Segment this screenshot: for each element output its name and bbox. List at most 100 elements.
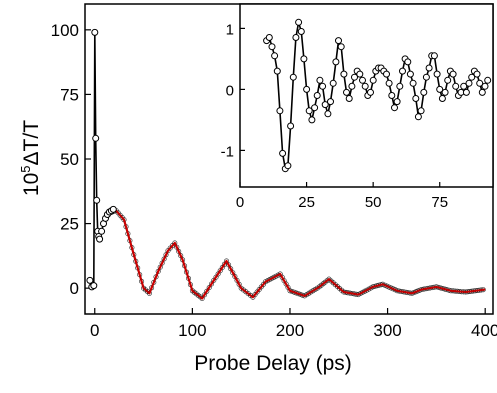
series-point <box>465 79 473 87</box>
series-line <box>89 32 114 289</box>
inset-x-tick-label: 25 <box>298 194 315 211</box>
series-point <box>313 92 321 99</box>
series-point <box>337 43 345 51</box>
series-point <box>417 107 425 115</box>
series-point <box>481 82 489 90</box>
main-x-tick-label: 0 <box>90 321 99 340</box>
inset-x-ticks: 0 25 50 75 <box>236 182 448 211</box>
inset-y-tick-label: -1 <box>221 143 234 160</box>
series-point <box>268 43 276 51</box>
series-point <box>311 104 319 112</box>
fit-line-overlay <box>109 209 486 300</box>
series-point <box>473 70 481 78</box>
series-point <box>430 52 438 60</box>
series-point <box>271 52 279 60</box>
series-point <box>273 67 281 75</box>
series-point <box>86 276 94 284</box>
series-point <box>98 227 106 235</box>
series-point <box>109 205 117 213</box>
inset-y-ticks: -1 0 1 <box>221 21 245 160</box>
inset-x-tick-label: 0 <box>236 194 244 211</box>
series-point <box>412 95 420 102</box>
series-point <box>414 113 422 121</box>
fit-data-point <box>176 248 182 254</box>
fit-data-point <box>209 281 215 287</box>
series-point <box>319 82 327 90</box>
series-point <box>324 110 332 118</box>
fit-data-point <box>202 292 208 298</box>
series-point <box>327 98 334 106</box>
series-point <box>444 76 452 84</box>
fit-data-point <box>224 258 230 264</box>
main-x-tick-label: 100 <box>178 321 206 340</box>
inset-y-tick-label: 0 <box>226 82 234 99</box>
fit-data-point <box>232 273 238 279</box>
fit-data-point <box>199 295 205 301</box>
series-point <box>340 70 348 78</box>
fit-data-point <box>172 240 178 246</box>
series-point <box>406 70 414 78</box>
series-point <box>438 95 446 102</box>
main-y-tick-label: 0 <box>70 279 79 298</box>
series-point <box>462 88 470 96</box>
fit-data-point <box>146 290 152 296</box>
series-point <box>433 70 441 78</box>
series-point <box>303 85 311 93</box>
series-point <box>391 104 398 112</box>
series-point <box>436 85 444 93</box>
series-point <box>316 76 324 84</box>
series-point <box>343 88 350 96</box>
main-y-tick-label: 100 <box>51 21 79 40</box>
series-point <box>396 82 404 90</box>
x-axis-title: Probe Delay (ps) <box>194 352 352 375</box>
series-point <box>90 282 98 290</box>
series-point <box>292 34 300 41</box>
inset-x-tick-label: 50 <box>365 194 382 211</box>
fit-data-point <box>230 270 236 276</box>
series-point <box>91 28 99 36</box>
series-point <box>345 95 353 102</box>
series-point <box>441 88 449 96</box>
main-x-tick-label: 200 <box>276 321 304 340</box>
fit-data-point <box>206 285 212 291</box>
series-point <box>367 88 374 96</box>
inset-series <box>263 18 492 173</box>
series-point <box>385 79 393 87</box>
main-series <box>86 28 117 291</box>
series-point <box>297 28 305 35</box>
fit-data-point <box>204 288 210 294</box>
y-axis-title-prefix: 10 <box>20 173 43 196</box>
series-point <box>96 235 104 243</box>
series-point <box>409 79 417 87</box>
main-x-tick-label: 300 <box>373 321 401 340</box>
series-point <box>452 82 460 90</box>
series-point <box>305 107 313 115</box>
series-point <box>279 149 287 157</box>
y-axis-title: 105ΔT/T <box>18 120 43 196</box>
fit-data-point <box>157 264 163 270</box>
fit-data-point <box>226 262 232 268</box>
series-point <box>289 73 297 81</box>
series-point <box>321 101 329 109</box>
series-point <box>359 76 366 84</box>
series-point <box>484 76 492 84</box>
series-point <box>460 82 468 90</box>
series-point <box>276 107 284 115</box>
fit-data-point <box>174 244 180 250</box>
series-point <box>399 67 406 75</box>
y-axis-title-superscript: 5 <box>18 165 33 172</box>
series-point <box>351 73 358 81</box>
fit-data-point <box>236 281 242 287</box>
series-point <box>388 92 396 99</box>
fit-data-point <box>234 277 240 283</box>
series-point <box>335 37 342 45</box>
series-point <box>348 82 356 90</box>
inset-chart: -1 0 1 0 25 50 75 <box>221 3 494 211</box>
fit-data-point <box>228 266 234 272</box>
main-y-tick-label: 75 <box>60 85 79 104</box>
series-point <box>369 76 377 84</box>
inset-x-tick-label: 75 <box>431 194 448 211</box>
series-point <box>329 79 337 87</box>
main-x-ticks: 0 100 200 300 400 <box>90 308 497 340</box>
